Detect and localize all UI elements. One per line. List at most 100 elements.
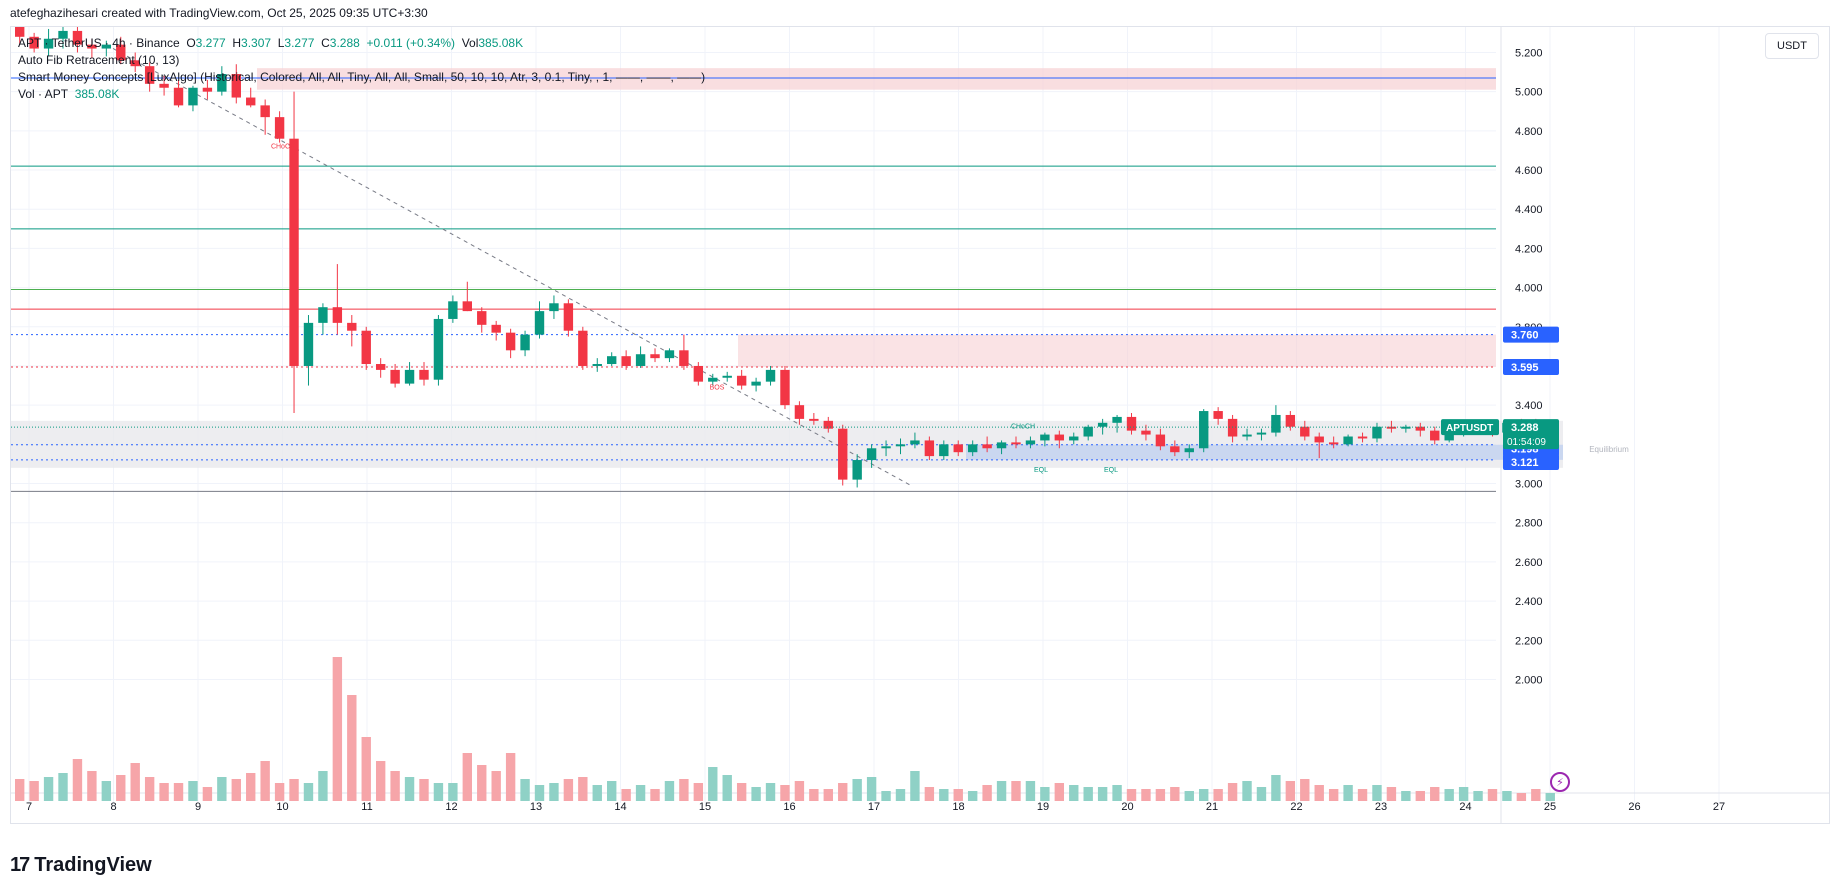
- legend-indicator-volume[interactable]: Vol · APT 385.08K: [18, 86, 705, 103]
- volume-bar: [1502, 791, 1512, 801]
- volume-bar: [202, 787, 213, 801]
- fib-trendline: [105, 44, 912, 486]
- candle-body: [332, 307, 343, 323]
- candle-body: [1343, 436, 1353, 445]
- legend-vol-label: Vol: [461, 36, 479, 50]
- candle-body: [1011, 442, 1021, 445]
- volume-bar: [246, 773, 256, 801]
- volume-bar: [1242, 781, 1252, 801]
- x-tick-label: 21: [1206, 801, 1218, 813]
- candle-body: [635, 354, 646, 366]
- volume-bar: [780, 785, 790, 801]
- last-price-bg: [1503, 419, 1559, 450]
- legend-close-label: C: [321, 36, 330, 50]
- volume-bar: [491, 771, 501, 801]
- candle-body: [650, 354, 660, 359]
- candle-body: [1199, 411, 1209, 449]
- candle-body: [1271, 414, 1281, 433]
- x-tick-label: 20: [1121, 801, 1133, 813]
- candle-body: [939, 444, 949, 457]
- candle-body: [1415, 426, 1425, 431]
- volume-bar: [722, 775, 732, 801]
- candle-body: [1357, 436, 1368, 439]
- legend-indicator-fib[interactable]: Auto Fib Retracement (10, 13): [18, 53, 180, 67]
- candle-body: [823, 420, 833, 429]
- volume-bar: [173, 783, 184, 801]
- chart-frame[interactable]: 5.2005.0004.8004.6004.4004.2004.0003.800…: [10, 26, 1830, 824]
- legend-open: 3.277: [195, 36, 226, 50]
- volume-bar: [1343, 785, 1353, 801]
- candle-body: [982, 444, 992, 449]
- volume-bar: [144, 777, 155, 801]
- volume-bar: [607, 781, 617, 801]
- volume-bar: [159, 783, 169, 801]
- volume-bar: [794, 781, 805, 801]
- candle-body: [708, 377, 718, 382]
- volume-bar: [679, 779, 689, 801]
- volume-bar: [578, 777, 588, 801]
- ticker-tag-bg: [1441, 419, 1499, 436]
- lightning-icon[interactable]: ⚡: [1550, 772, 1570, 792]
- equilibrium-label: Equilibrium: [1589, 445, 1629, 454]
- volume-bar: [996, 781, 1007, 801]
- candle-body: [1256, 432, 1267, 435]
- volume-bar: [1357, 789, 1368, 801]
- candle-body: [1444, 432, 1454, 441]
- bos-label: BOS: [710, 384, 725, 391]
- volume-bar: [1415, 791, 1425, 801]
- volume-bar: [433, 783, 444, 801]
- volume-bar: [419, 779, 429, 801]
- volume-bar: [967, 791, 978, 801]
- legend-close: 3.288: [329, 36, 360, 50]
- volume-bar: [101, 781, 112, 801]
- legend-symbol-row[interactable]: APT · TetherUS · 4h · Binance O3.277 H3.…: [18, 35, 705, 52]
- volume-bar: [736, 783, 747, 801]
- volume-bar: [72, 759, 83, 801]
- volume-bar: [1170, 787, 1180, 801]
- candle-body: [29, 36, 39, 49]
- currency-button[interactable]: USDT: [1765, 33, 1819, 59]
- price-label-d-bg: [1503, 453, 1559, 470]
- candle-body: [1213, 411, 1223, 419]
- candle-body: [664, 350, 675, 359]
- candle-body: [491, 324, 501, 333]
- x-tick-label: 19: [1037, 801, 1049, 813]
- volume-bar: [1430, 787, 1440, 801]
- candle-body: [505, 332, 516, 351]
- volume-bar: [361, 737, 371, 801]
- candle-body: [549, 303, 559, 312]
- volume-bar: [895, 789, 906, 801]
- volume-bar: [1531, 789, 1541, 801]
- legend-indicator-smc[interactable]: Smart Money Concepts [LuxAlgo] (Historic…: [18, 70, 706, 84]
- volume-bar: [1112, 785, 1122, 801]
- volume-bar: [924, 787, 935, 801]
- volume-bar: [939, 789, 949, 801]
- candle-body: [130, 60, 140, 67]
- y-tick-label: 2.000: [1515, 674, 1543, 686]
- candle-body: [202, 87, 213, 92]
- legend-high-label: H: [232, 36, 242, 50]
- x-tick-label: 18: [952, 801, 964, 813]
- candle-body: [231, 74, 241, 98]
- volume-bar: [1141, 789, 1151, 801]
- candle-body: [347, 322, 357, 331]
- legend-symbol[interactable]: APT · TetherUS · 4h · Binance: [18, 36, 180, 50]
- volume-bar: [375, 761, 386, 801]
- volume-bar: [1227, 783, 1238, 801]
- price-label-a-bg: [1503, 326, 1559, 343]
- choch-label: CHoCH: [271, 143, 295, 150]
- candle-body: [159, 83, 169, 88]
- volume-bar: [953, 789, 963, 801]
- volume-bar: [1256, 787, 1267, 801]
- supply-zone-top: [257, 68, 1496, 90]
- candle-body: [1155, 434, 1166, 447]
- volume-bar: [1458, 787, 1469, 801]
- candle-body: [1328, 442, 1339, 445]
- y-tick-label: 4.800: [1515, 126, 1543, 138]
- volume-bar: [1011, 781, 1021, 801]
- x-tick-label: 16: [783, 801, 795, 813]
- candle-body: [361, 330, 371, 365]
- price-chart[interactable]: 5.2005.0004.8004.6004.4004.2004.0003.800…: [11, 27, 1829, 823]
- countdown: 01:54:09: [1507, 437, 1546, 448]
- chart-credit: atefeghazihesari created with TradingVie…: [10, 6, 428, 20]
